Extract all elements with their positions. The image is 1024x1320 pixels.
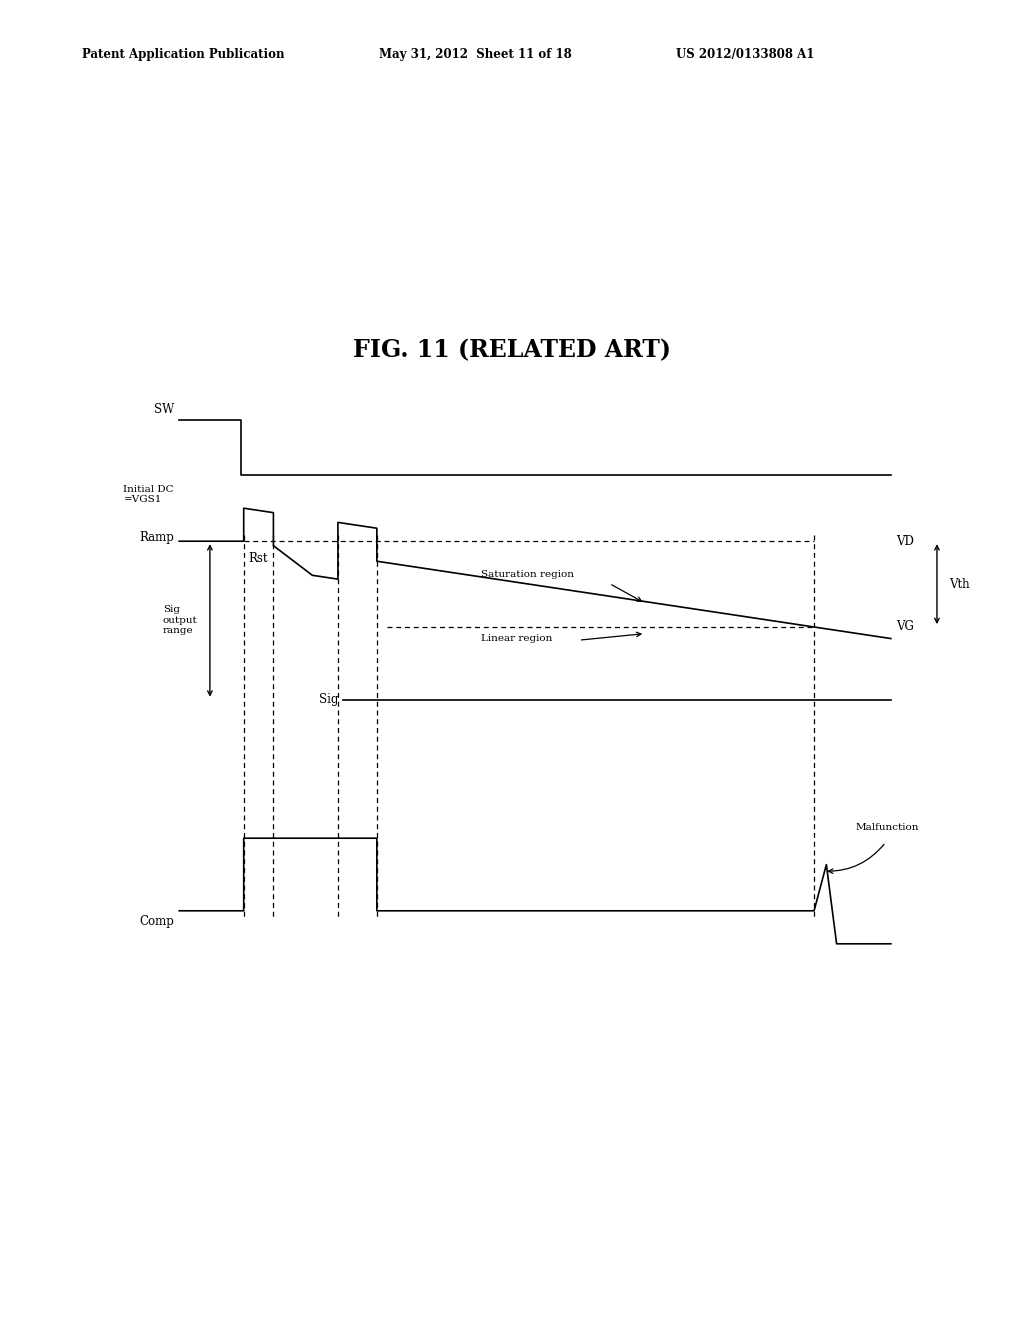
Text: Malfunction: Malfunction bbox=[855, 822, 919, 832]
Text: Vth: Vth bbox=[949, 578, 970, 590]
Text: Patent Application Publication: Patent Application Publication bbox=[82, 48, 285, 61]
Text: Sig: Sig bbox=[318, 693, 338, 706]
Text: Rst: Rst bbox=[249, 552, 268, 565]
Text: VG: VG bbox=[896, 620, 913, 634]
Text: Comp: Comp bbox=[139, 915, 174, 928]
Text: SW: SW bbox=[154, 403, 174, 416]
Text: May 31, 2012  Sheet 11 of 18: May 31, 2012 Sheet 11 of 18 bbox=[379, 48, 571, 61]
Text: Saturation region: Saturation region bbox=[481, 570, 574, 579]
Text: Ramp: Ramp bbox=[139, 531, 174, 544]
Text: US 2012/0133808 A1: US 2012/0133808 A1 bbox=[676, 48, 814, 61]
Text: Initial DC
=VGS1: Initial DC =VGS1 bbox=[124, 484, 174, 504]
Text: Sig
output
range: Sig output range bbox=[163, 606, 198, 635]
Text: FIG. 11 (RELATED ART): FIG. 11 (RELATED ART) bbox=[353, 338, 671, 362]
Text: Linear region: Linear region bbox=[481, 634, 553, 643]
Text: VD: VD bbox=[896, 535, 913, 548]
